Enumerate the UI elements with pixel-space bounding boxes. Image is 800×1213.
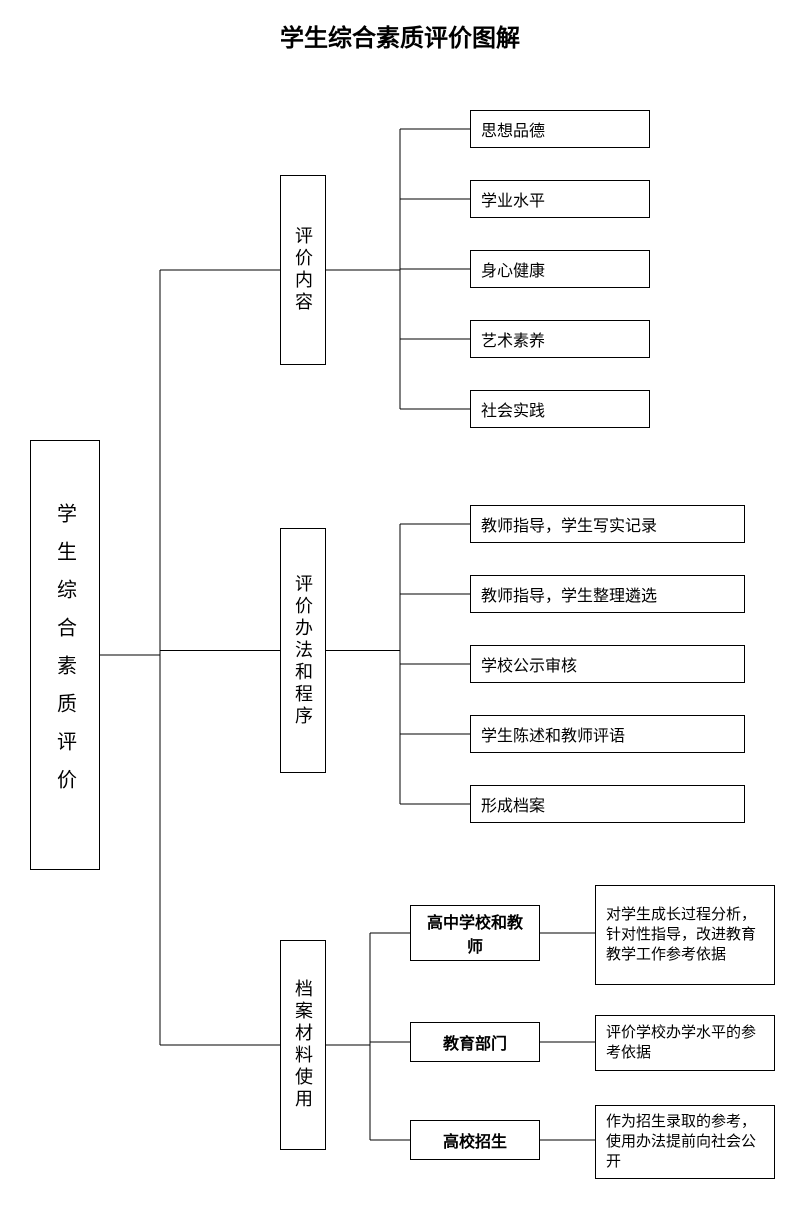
- description-node: 评价学校办学水平的参考依据: [595, 1015, 775, 1071]
- diagram-title: 学生综合素质评价图解: [0, 18, 800, 53]
- leaf-node: 学生陈述和教师评语: [470, 715, 745, 753]
- description-label: 作为招生录取的参考，使用办法提前向社会公开: [606, 1112, 764, 1173]
- leaf-node: 高中学校和教师: [410, 905, 540, 961]
- leaf-label: 形成档案: [481, 792, 545, 816]
- leaf-node: 教育部门: [410, 1022, 540, 1062]
- leaf-node: 身心健康: [470, 250, 650, 288]
- leaf-label: 身心健康: [481, 257, 545, 281]
- leaf-label: 学业水平: [481, 187, 545, 211]
- leaf-node: 教师指导，学生写实记录: [470, 505, 745, 543]
- leaf-node: 高校招生: [410, 1120, 540, 1160]
- leaf-label: 教育部门: [443, 1030, 507, 1054]
- category-label: 评价办法和程序: [290, 574, 316, 728]
- root-node: 学生综合素质评价: [30, 440, 100, 870]
- leaf-label: 思想品德: [481, 117, 545, 141]
- leaf-label: 教师指导，学生整理遴选: [481, 582, 657, 606]
- description-node: 作为招生录取的参考，使用办法提前向社会公开: [595, 1105, 775, 1179]
- leaf-node: 艺术素养: [470, 320, 650, 358]
- leaf-label: 社会实践: [481, 397, 545, 421]
- leaf-node: 思想品德: [470, 110, 650, 148]
- category-node-3: 档案材料使用: [280, 940, 326, 1150]
- category-node-2: 评价办法和程序: [280, 528, 326, 773]
- description-label: 对学生成长过程分析，针对性指导，改进教育教学工作参考依据: [606, 905, 764, 966]
- leaf-label: 学生陈述和教师评语: [481, 722, 625, 746]
- category-label: 评价内容: [290, 226, 316, 314]
- leaf-node: 形成档案: [470, 785, 745, 823]
- leaf-node: 教师指导，学生整理遴选: [470, 575, 745, 613]
- leaf-node: 学校公示审核: [470, 645, 745, 683]
- diagram-canvas: 学生综合素质评价图解 学生综合素质评价 评价内容 评价办法和程序 档案材料使用 …: [0, 0, 800, 1213]
- leaf-node: 学业水平: [470, 180, 650, 218]
- leaf-node: 社会实践: [470, 390, 650, 428]
- leaf-label: 高中学校和教师: [421, 909, 529, 957]
- leaf-label: 高校招生: [443, 1128, 507, 1152]
- leaf-label: 学校公示审核: [481, 652, 577, 676]
- leaf-label: 艺术素养: [481, 327, 545, 351]
- description-node: 对学生成长过程分析，针对性指导，改进教育教学工作参考依据: [595, 885, 775, 985]
- category-label: 档案材料使用: [290, 979, 316, 1111]
- root-label: 学生综合素质评价: [51, 503, 80, 807]
- description-label: 评价学校办学水平的参考依据: [606, 1023, 764, 1064]
- leaf-label: 教师指导，学生写实记录: [481, 512, 657, 536]
- category-node-1: 评价内容: [280, 175, 326, 365]
